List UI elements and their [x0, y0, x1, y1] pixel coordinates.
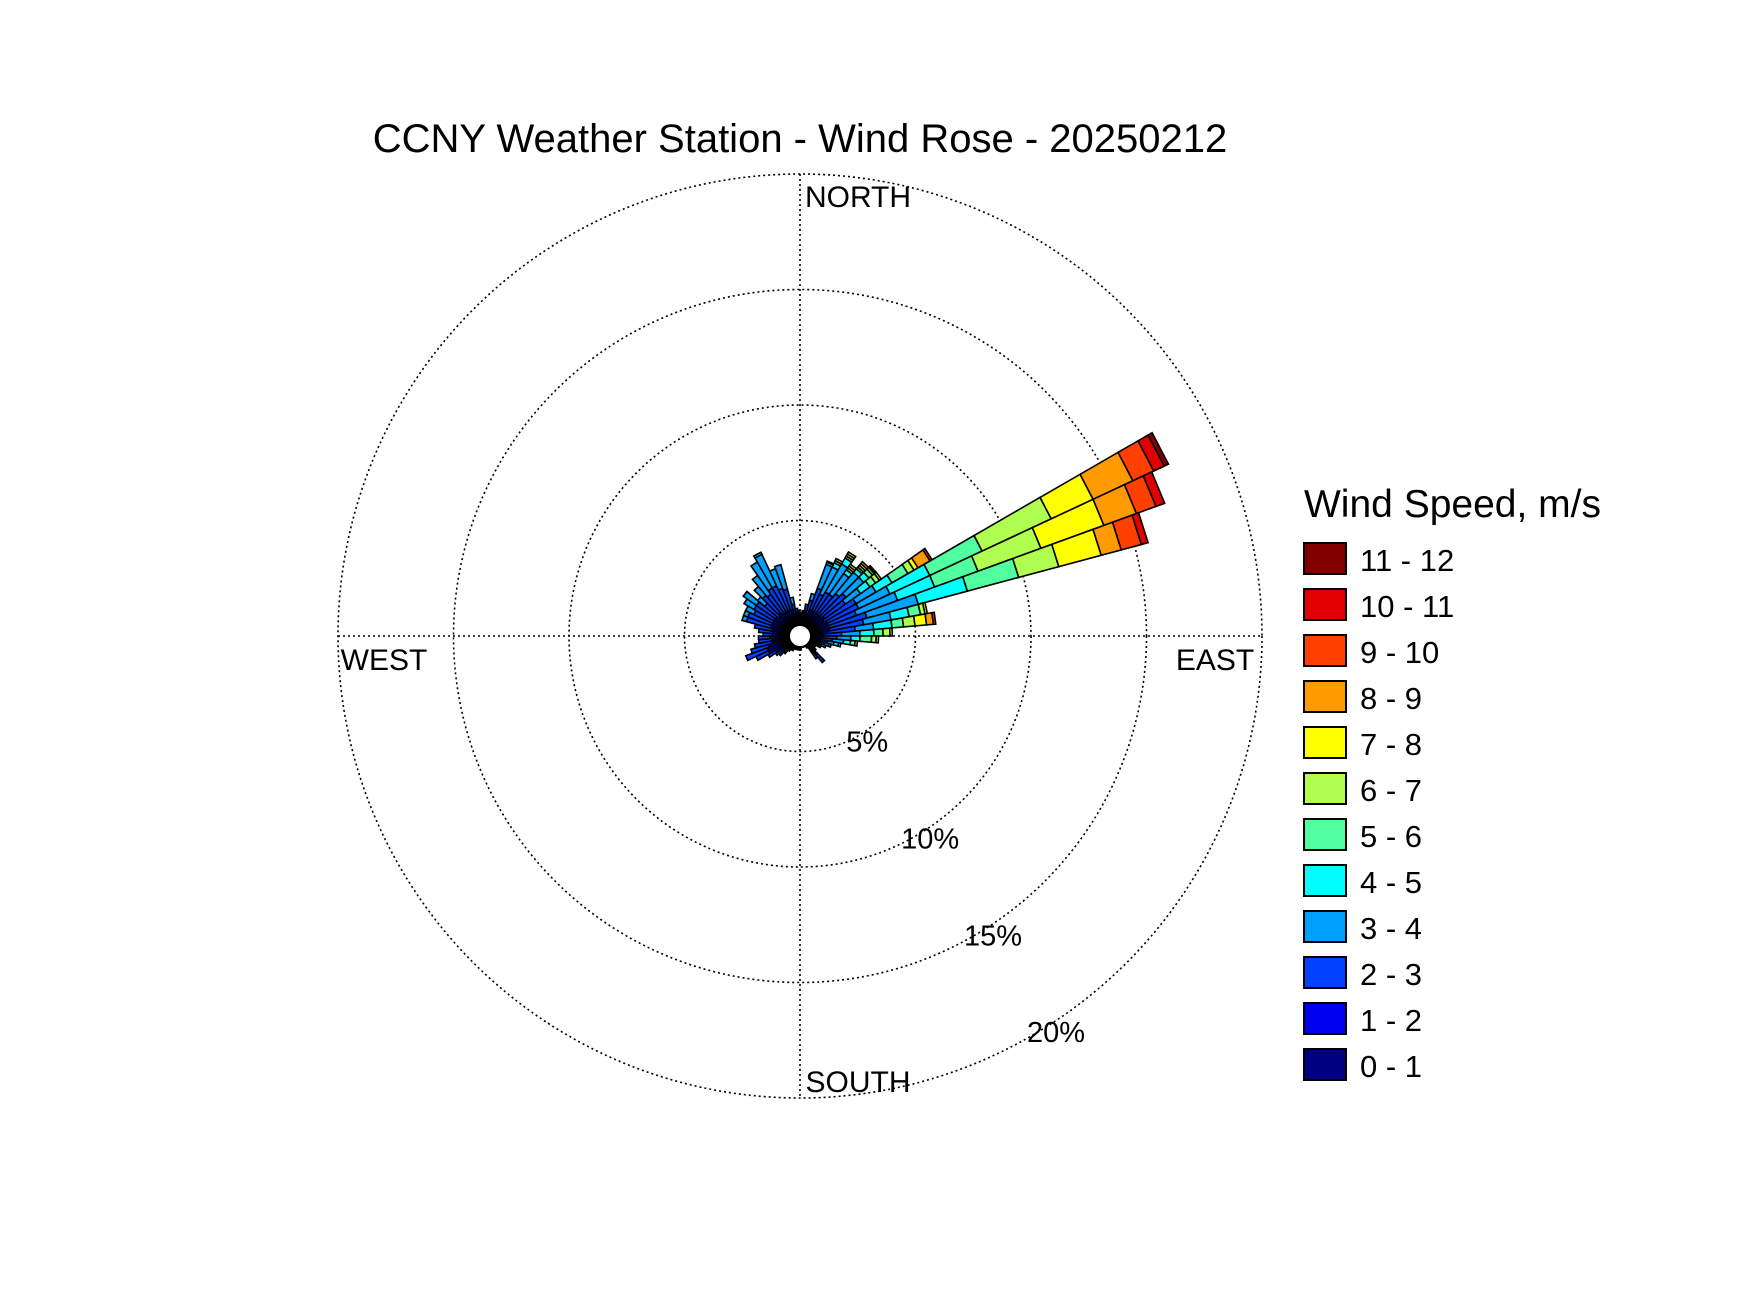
legend-label: 9 - 10	[1360, 635, 1439, 670]
petal-segment	[890, 617, 905, 629]
petal-segment	[836, 641, 842, 648]
legend-swatch	[1303, 1048, 1347, 1081]
compass-label-north: NORTH	[805, 181, 911, 214]
petal-segment	[810, 650, 819, 660]
legend-label: 11 - 12	[1360, 543, 1454, 578]
radial-tick-label: 20%	[1027, 1017, 1085, 1049]
legend-swatch	[1303, 864, 1347, 897]
legend-label: 3 - 4	[1360, 911, 1422, 946]
petal-segment	[846, 550, 857, 560]
calm-center	[788, 624, 812, 648]
legend-swatch	[1303, 680, 1347, 713]
petal-segment	[753, 639, 775, 649]
grid-ring-5	[683, 519, 917, 753]
petal-segment	[875, 635, 880, 644]
petal-segment	[796, 609, 801, 614]
legend-swatch	[1303, 772, 1347, 805]
petal-segment	[858, 635, 873, 644]
petal-segment	[757, 635, 771, 641]
petal-segment	[872, 627, 884, 637]
petal-segment	[773, 563, 789, 592]
compass-label-west: WEST	[341, 644, 428, 677]
legend-label: 7 - 8	[1360, 727, 1422, 762]
chart-title: CCNY Weather Station - Wind Rose - 20250…	[373, 117, 1228, 161]
legend-label: 5 - 6	[1360, 819, 1422, 854]
legend-label: 6 - 7	[1360, 773, 1422, 808]
compass-label-east: EAST	[1176, 644, 1254, 677]
legend-swatch	[1303, 1002, 1347, 1035]
petal-segment	[752, 551, 763, 560]
legend-swatch	[1303, 588, 1347, 621]
compass-label-south: SOUTH	[806, 1066, 911, 1099]
legend-swatch	[1303, 726, 1347, 759]
petal-segment	[1147, 431, 1170, 468]
petal-segment	[788, 596, 796, 606]
petal-segment	[853, 639, 859, 647]
petal-segment	[827, 642, 833, 649]
radial-tick-label: 15%	[964, 920, 1022, 952]
legend-swatch	[1303, 910, 1347, 943]
grid-ring-15	[452, 288, 1148, 984]
radial-tick-labels: 5% 10% 15% 20%	[846, 727, 1085, 1050]
legend-label: 0 - 1	[1360, 1049, 1422, 1084]
legend-title: Wind Speed, m/s	[1304, 483, 1601, 526]
legend-label: 1 - 2	[1360, 1003, 1422, 1038]
petal-segment	[858, 628, 875, 637]
petal-segment	[888, 627, 894, 637]
petal-segment	[931, 611, 937, 626]
legend-swatch	[1303, 818, 1347, 851]
legend-label: 8 - 9	[1360, 681, 1422, 716]
petal-segment	[816, 643, 823, 649]
legend: 11 - 12 10 - 11 9 - 10 8 - 9 7 - 8 6 - 7 5 - 6…	[1303, 542, 1454, 1084]
wind-petals	[740, 431, 1170, 664]
legend-swatch	[1303, 542, 1347, 575]
legend-label: 10 - 11	[1360, 589, 1454, 624]
petal-segment	[1142, 470, 1166, 508]
legend-label: 4 - 5	[1360, 865, 1422, 900]
legend-swatch	[1303, 634, 1347, 667]
radial-tick-label: 10%	[901, 823, 959, 855]
petal-segment	[742, 590, 761, 607]
radial-tick-label: 5%	[846, 727, 888, 759]
legend-swatch	[1303, 956, 1347, 989]
petal-segment	[744, 646, 770, 662]
petal-segment	[749, 643, 771, 655]
petal-segment	[1131, 511, 1150, 546]
legend-label: 2 - 3	[1360, 957, 1422, 992]
